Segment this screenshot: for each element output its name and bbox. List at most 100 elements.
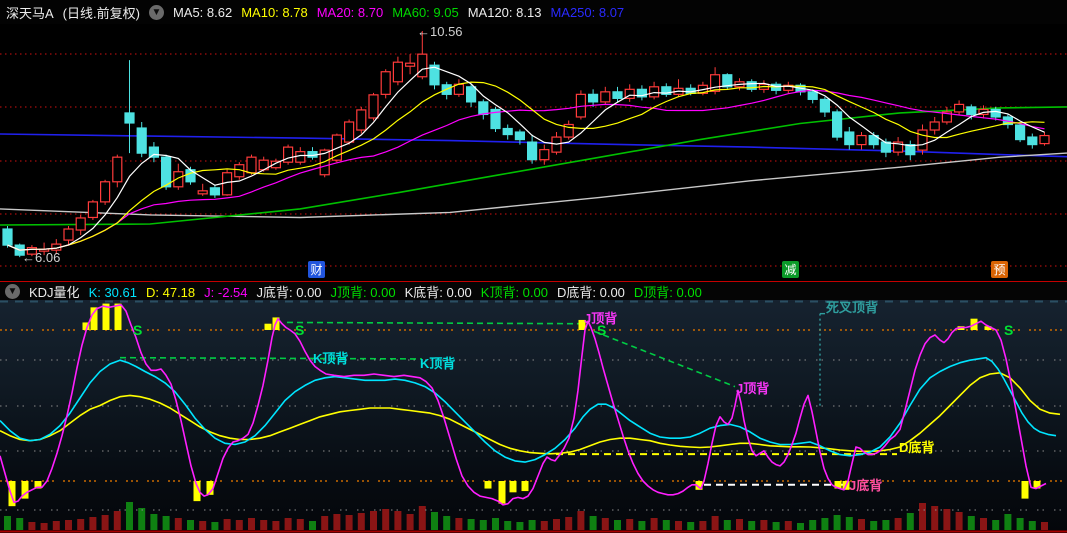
volume-bar (772, 522, 780, 530)
candle-body (953, 103, 965, 113)
event-marker[interactable]: 减 (782, 261, 799, 278)
volume-bar (492, 518, 499, 530)
volume-bar (797, 523, 804, 530)
divergence-label: J底背 (849, 478, 882, 493)
volume-bar (992, 520, 1000, 530)
volume-bar (833, 515, 841, 530)
volume-bar (809, 520, 817, 530)
top-divergence-line (286, 321, 582, 325)
ma-legend: MA5: 8.62 MA10: 8.78 MA20: 8.70 MA60: 9.05 M… (173, 5, 633, 20)
candle-body (295, 151, 306, 163)
volume-bar (711, 516, 719, 530)
candle-body (868, 134, 879, 146)
candle-body (722, 74, 733, 88)
volume-bar (187, 520, 194, 530)
volume-bar (150, 514, 158, 530)
oversold-signal-bar (1033, 481, 1041, 489)
candle-body (429, 64, 440, 86)
d-line (0, 372, 1061, 455)
overbought-signal-bar (90, 307, 98, 330)
volume-bar (638, 521, 646, 530)
volume-bar (113, 511, 121, 530)
volume-bar (906, 513, 914, 530)
volume-bar (138, 508, 146, 530)
volume-bar (126, 502, 133, 530)
ma-legend-item: MA20: 8.70 (316, 4, 384, 20)
oversold-signal-bar (193, 481, 201, 502)
candle-body (892, 141, 904, 153)
candle-body (222, 172, 233, 196)
candle-body (502, 127, 513, 136)
volume-bar (919, 503, 926, 530)
kdj-legend-item: K顶背: 0.00 (480, 284, 548, 300)
divergence-label: K顶背 (420, 356, 455, 371)
volume-bar (479, 520, 487, 530)
kdj-pane[interactable]: S S S S K顶背 K顶背 J顶背 J顶背 死叉顶背 D底背 J底背 (0, 300, 1067, 533)
volume-bar (516, 522, 524, 530)
volume-bar (650, 518, 658, 530)
volume-bar (199, 521, 207, 530)
divergence-label: J顶背 (736, 381, 769, 396)
candle-body (124, 112, 135, 124)
volume-bar (626, 519, 634, 530)
candle-body (941, 111, 953, 123)
volume-bar (675, 521, 682, 530)
candle-body (270, 160, 281, 169)
volume-bar (784, 521, 792, 530)
candle-body (63, 228, 74, 241)
volume-bar (16, 518, 24, 530)
candle-body (283, 146, 294, 163)
volume-bar (1041, 522, 1048, 530)
candle-body (1014, 124, 1026, 141)
chevron-down-icon[interactable]: ▼ (148, 4, 164, 20)
candle-body (661, 86, 672, 95)
event-marker-box[interactable] (782, 261, 799, 278)
event-marker-box[interactable] (308, 261, 325, 278)
candle-body (417, 53, 428, 78)
candle-body (173, 171, 184, 188)
overbought-signal-bar (984, 326, 992, 330)
candle-body (99, 181, 111, 203)
sell-signal-mark: S (597, 322, 606, 338)
candle-body (636, 88, 648, 98)
event-marker[interactable]: 预 (991, 261, 1008, 278)
volume-bar (40, 523, 48, 530)
candle-body (831, 111, 843, 138)
volume-bar (870, 521, 878, 530)
ma120-line (0, 152, 1067, 219)
oversold-signal-bar (34, 481, 42, 489)
volume-bar (235, 520, 243, 530)
overbought-signal-bar (82, 322, 90, 330)
event-marker-label: 财 (310, 263, 322, 277)
candlestick-chart[interactable]: ←10.56 ←6.06 财 减 预 (0, 24, 1067, 282)
event-marker[interactable]: 财 (308, 261, 325, 278)
candle-body (356, 109, 367, 131)
candle-body (929, 121, 940, 131)
volume-bar (760, 520, 768, 530)
kdj-chart[interactable]: S S S S K顶背 K顶背 J顶背 J顶背 死叉顶背 D底背 J底背 (0, 300, 1067, 533)
kdj-legend-item: D: 47.18 (146, 284, 196, 300)
volume-bar (77, 519, 85, 530)
event-marker-label: 减 (784, 263, 796, 277)
candle-body (514, 131, 526, 141)
divergence-label: J顶背 (584, 311, 617, 326)
volume-bar (321, 516, 329, 530)
volume-bar (333, 514, 341, 530)
overbought-signal-bar (102, 303, 110, 330)
volume-bar (540, 521, 548, 530)
oversold-signal-bar (21, 481, 29, 499)
indicator-chevron-down-icon[interactable]: ▼ (5, 283, 20, 299)
volume-bar (943, 509, 951, 530)
volume-bar (418, 506, 426, 530)
oversold-signal-bar (521, 481, 529, 492)
candle-body (209, 187, 220, 196)
candle-body (624, 88, 635, 99)
volume-bar (894, 518, 902, 530)
volume-bar (577, 511, 585, 530)
candle-body (1027, 136, 1038, 146)
volume-bar (858, 519, 865, 530)
candle-body (819, 98, 831, 113)
event-marker-box[interactable] (991, 261, 1008, 278)
volume-bar (223, 519, 231, 530)
candlestick-pane[interactable]: ←10.56 ←6.06 财 减 预 (0, 24, 1067, 282)
